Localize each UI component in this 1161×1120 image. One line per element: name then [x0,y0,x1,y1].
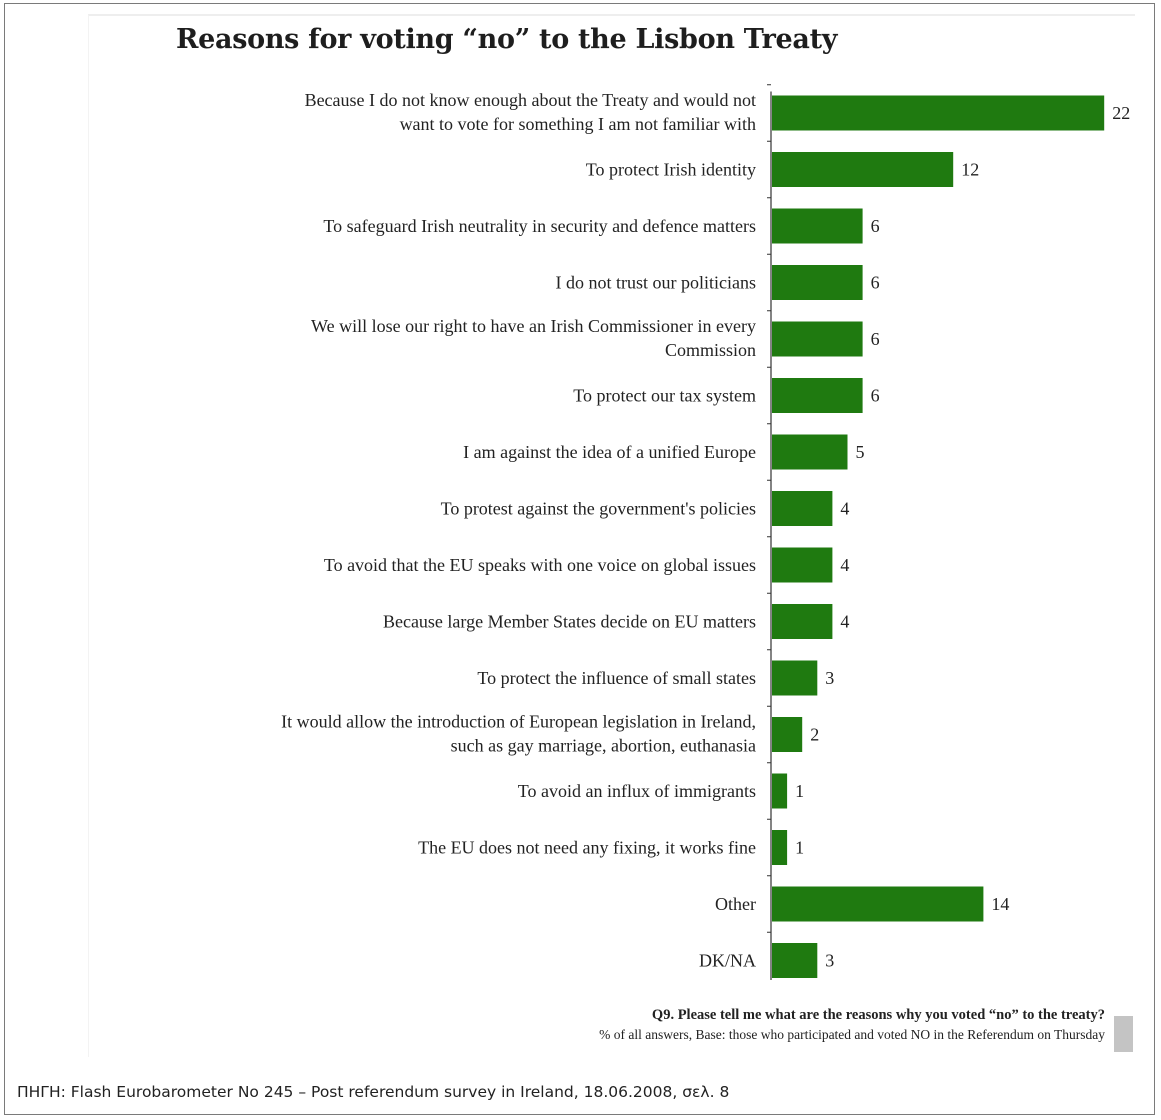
bar-value-label: 12 [961,160,979,180]
category-label: Because large Member States decide on EU… [383,612,756,632]
bar [772,95,1105,131]
bar-chart: 22 Because I do not know enough about the… [281,84,1130,980]
source-caption: ΠΗΓΗ: Flash Eurobarometer No 245 – Post … [17,1083,730,1101]
bar-value-label: 4 [840,555,849,575]
category-label: It would allow the introduction of Europ… [281,712,756,756]
category-label-line: The EU does not need any fixing, it work… [418,838,756,858]
category-label-line: Other [715,894,756,914]
category-label-line: Because large Member States decide on EU… [383,612,756,632]
category-label-line: To protect our tax system [573,386,756,406]
category-label: Other [715,894,756,914]
category-label-line: To protest against the government's poli… [441,499,756,519]
category-label-line: Commission [665,340,756,360]
bar-value-label: 1 [795,781,804,801]
category-label: To safeguard Irish neutrality in securit… [323,216,756,236]
bar-value-label: 6 [871,216,880,236]
bar-value-label: 6 [871,273,880,293]
category-label: I am against the idea of a unified Europ… [463,442,756,462]
category-label-line: want to vote for something I am not fami… [400,114,756,134]
category-label: The EU does not need any fixing, it work… [418,838,756,858]
category-label-line: To safeguard Irish neutrality in securit… [323,216,756,236]
category-label: Because I do not know enough about the T… [305,90,756,134]
category-label-line: Because I do not know enough about the T… [305,90,756,110]
bar [772,717,803,752]
bar [772,886,984,922]
category-label: We will lose our right to have an Irish … [311,316,756,360]
bar-value-label: 3 [825,951,834,971]
bar-value-label: 4 [840,612,849,632]
bar [772,152,954,187]
question-note: Q9. Please tell me what are the reasons … [651,1007,1105,1023]
bar-value-label: 4 [840,499,849,519]
bar [772,265,863,300]
bar-value-label: 6 [871,386,880,406]
category-label-line: To protect Irish identity [586,160,756,180]
category-label: To avoid an influx of immigrants [518,781,756,801]
category-label: DK/NA [699,951,756,971]
base-note: % of all answers, Base: those who partic… [599,1027,1105,1042]
bar [772,321,863,357]
bar-value-label: 3 [825,668,834,688]
category-label: I do not trust our politicians [556,273,756,293]
category-label-line: I do not trust our politicians [556,273,756,293]
category-label-line: DK/NA [699,951,756,971]
bar [772,773,788,809]
category-label-line: We will lose our right to have an Irish … [311,316,756,336]
bar [772,660,818,696]
category-label: To protect Irish identity [586,160,756,180]
bar [772,547,833,583]
bar [772,604,833,639]
category-label-line: such as gay marriage, abortion, euthanas… [451,736,756,756]
bar-value-label: 14 [991,894,1009,914]
bar-value-label: 6 [871,329,880,349]
bar-value-label: 22 [1112,103,1130,123]
bar [772,491,833,526]
bar [772,943,818,978]
bar-value-label: 5 [856,442,865,462]
bar-value-label: 2 [810,725,819,745]
bar [772,830,788,865]
category-label-line: To avoid that the EU speaks with one voi… [324,555,756,575]
chart-panel [88,14,1135,1057]
bar [772,378,863,413]
category-label-line: To avoid an influx of immigrants [518,781,756,801]
category-label: To avoid that the EU speaks with one voi… [324,555,756,575]
category-label-line: To protect the influence of small states [477,668,756,688]
bar-value-label: 1 [795,838,804,858]
bar [772,434,848,470]
category-label-line: I am against the idea of a unified Europ… [463,442,756,462]
category-label: To protect our tax system [573,386,756,406]
chart-title: Reasons for voting “no” to the Lisbon Tr… [176,24,838,55]
bar [772,208,863,244]
category-label: To protect the influence of small states [477,668,756,688]
gray-marker [1114,1016,1133,1052]
category-label: To protest against the government's poli… [441,499,756,519]
category-label-line: It would allow the introduction of Europ… [281,712,756,732]
